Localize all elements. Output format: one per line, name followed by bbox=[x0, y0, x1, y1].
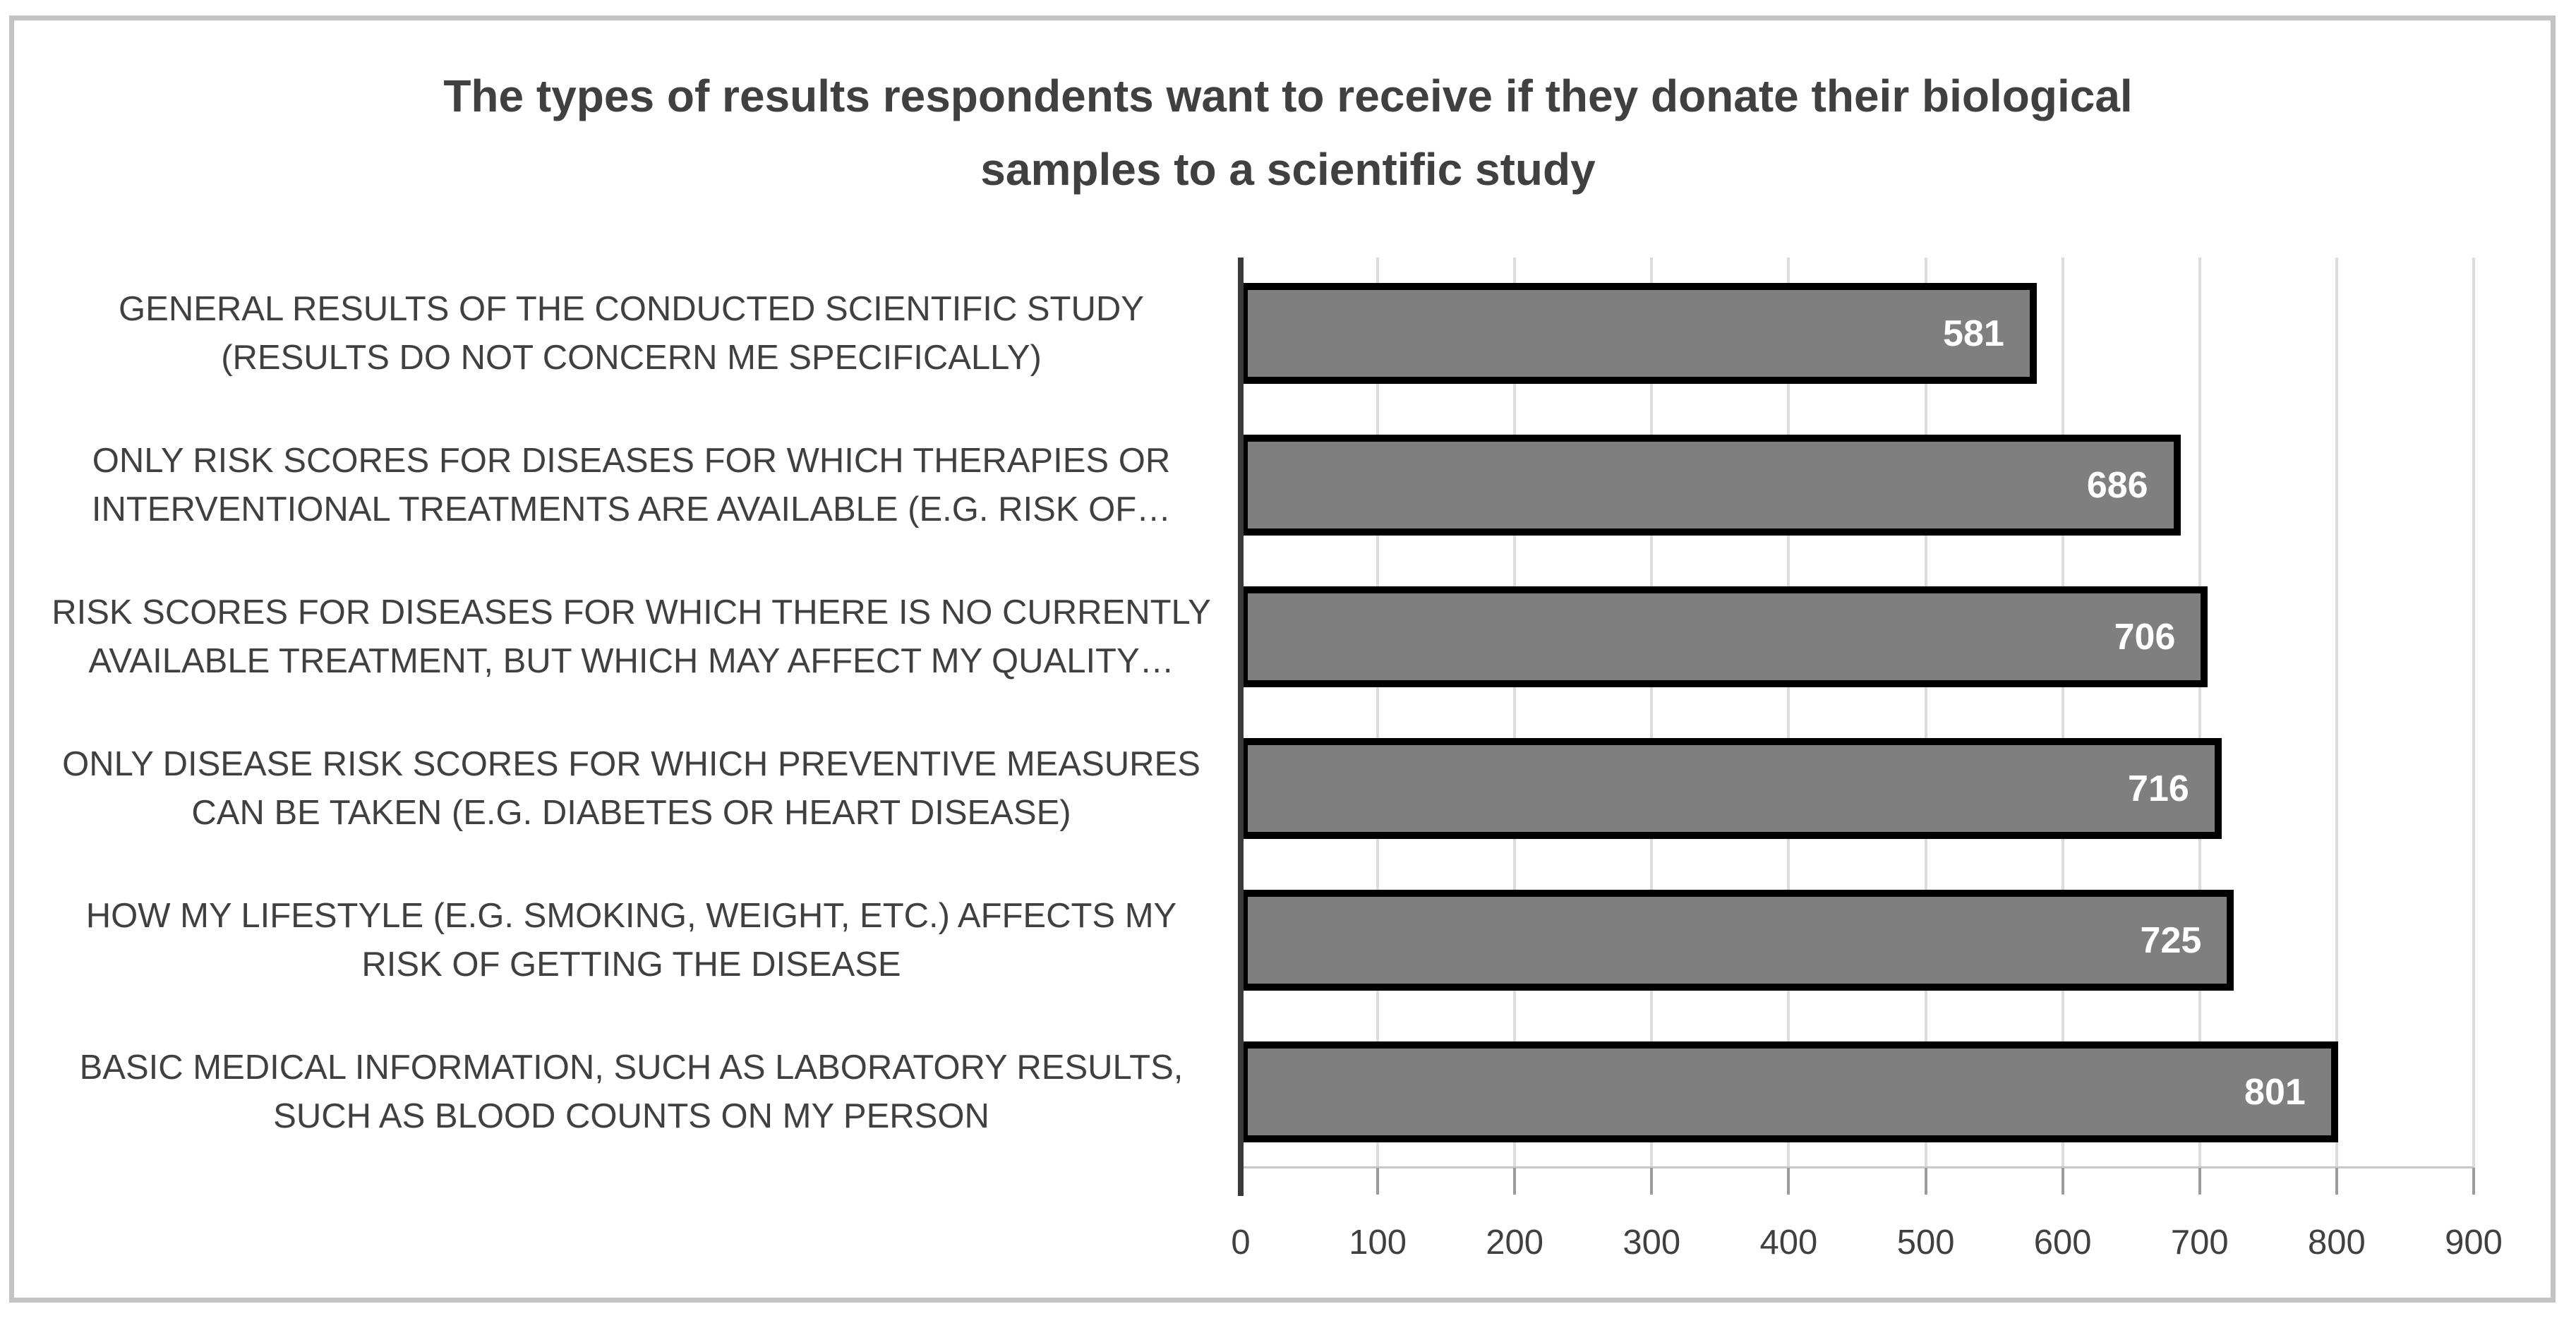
bar-value-label-6: 801 bbox=[2244, 1071, 2306, 1113]
x-axis-tick-300 bbox=[1650, 1168, 1654, 1195]
x-axis-line bbox=[1241, 1166, 2474, 1168]
category-label-5-line2: RISK OF GETTING THE DISEASE bbox=[361, 945, 901, 984]
x-axis-tick-label-0: 0 bbox=[1231, 1224, 1251, 1262]
bar-general-results: 581 bbox=[1241, 283, 2037, 384]
x-axis-tick-label-500: 500 bbox=[1896, 1224, 1955, 1262]
gridline-900 bbox=[2472, 258, 2475, 1168]
gridline-500 bbox=[1924, 258, 1927, 1168]
x-axis-tick-label-800: 800 bbox=[2308, 1224, 2366, 1262]
category-label-3-line2: AVAILABLE TREATMENT, BUT WHICH MAY AFFEC… bbox=[88, 641, 1174, 680]
bar-preventive-measures: 716 bbox=[1241, 738, 2222, 839]
bar-basic-medical-information: 801 bbox=[1241, 1041, 2338, 1142]
bar-value-label-3: 706 bbox=[2114, 616, 2176, 658]
x-axis-tick-label-200: 200 bbox=[1486, 1224, 1544, 1262]
x-axis-tick-400 bbox=[1787, 1168, 1790, 1195]
gridline-400 bbox=[1787, 258, 1790, 1168]
category-label-2-line1: ONLY RISK SCORES FOR DISEASES FOR WHICH … bbox=[92, 441, 1171, 480]
category-label-6-line2: SUCH AS BLOOD COUNTS ON MY PERSON bbox=[273, 1097, 989, 1135]
category-label-1-line2: (RESULTS DO NOT CONCERN ME SPECIFICALLY) bbox=[221, 338, 1042, 377]
bar-value-label-4: 716 bbox=[2128, 768, 2189, 809]
gridline-300 bbox=[1650, 258, 1654, 1168]
gridline-600 bbox=[2061, 258, 2064, 1168]
category-label-3: RISK SCORES FOR DISEASES FOR WHICH THERE… bbox=[37, 561, 1226, 713]
chart-title-line1: The types of results respondents want to… bbox=[443, 71, 2133, 121]
x-axis-tick-label-400: 400 bbox=[1759, 1224, 1818, 1262]
category-label-3-line1: RISK SCORES FOR DISEASES FOR WHICH THERE… bbox=[52, 593, 1211, 632]
x-axis-tick-label-900: 900 bbox=[2445, 1224, 2503, 1262]
x-axis-tick-800 bbox=[2335, 1168, 2338, 1195]
x-axis-tick-label-100: 100 bbox=[1349, 1224, 1407, 1262]
category-label-2: ONLY RISK SCORES FOR DISEASES FOR WHICH … bbox=[37, 409, 1226, 561]
bar-value-label-1: 581 bbox=[1943, 313, 2004, 354]
gridline-800 bbox=[2335, 258, 2338, 1168]
chart-title: The types of results respondents want to… bbox=[0, 59, 2576, 206]
category-label-5-line1: HOW MY LIFESTYLE (E.G. SMOKING, WEIGHT, … bbox=[85, 896, 1177, 935]
x-axis-tick-200 bbox=[1513, 1168, 1517, 1195]
category-label-6-line1: BASIC MEDICAL INFORMATION, SUCH AS LABOR… bbox=[79, 1048, 1184, 1087]
x-axis-tick-label-300: 300 bbox=[1623, 1224, 1681, 1262]
bar-value-label-5: 725 bbox=[2140, 919, 2202, 961]
category-label-4-line1: ONLY DISEASE RISK SCORES FOR WHICH PREVE… bbox=[62, 744, 1200, 783]
category-axis-line bbox=[1238, 258, 1244, 1196]
gridline-200 bbox=[1513, 258, 1517, 1168]
category-label-1: GENERAL RESULTS OF THE CONDUCTED SCIENTI… bbox=[37, 258, 1226, 409]
x-axis-tick-900 bbox=[2472, 1168, 2475, 1195]
gridline-700 bbox=[2198, 258, 2201, 1168]
x-axis-tick-500 bbox=[1924, 1168, 1927, 1195]
bar-value-label-2: 686 bbox=[2086, 464, 2148, 506]
bar-lifestyle: 725 bbox=[1241, 890, 2234, 991]
x-axis-tick-100 bbox=[1376, 1168, 1380, 1195]
bar-risk-scores-no-treatment: 706 bbox=[1241, 586, 2208, 687]
x-axis-tick-label-700: 700 bbox=[2170, 1224, 2229, 1262]
plot-area: 0 100 200 300 400 500 600 700 800 900 581 686 706… bbox=[1231, 258, 2503, 1262]
gridline-100 bbox=[1376, 258, 1380, 1168]
category-label-4-line2: CAN BE TAKEN (E.G. DIABETES OR HEART DIS… bbox=[191, 793, 1071, 832]
category-label-1-line1: GENERAL RESULTS OF THE CONDUCTED SCIENTI… bbox=[119, 289, 1144, 328]
bar-only-risk-scores-therapies: 686 bbox=[1241, 435, 2181, 536]
x-axis-tick-label-600: 600 bbox=[2033, 1224, 2092, 1262]
category-label-2-line2: INTERVENTIONAL TREATMENTS ARE AVAILABLE … bbox=[91, 490, 1172, 528]
x-axis-tick-600 bbox=[2061, 1168, 2064, 1195]
category-axis-labels: GENERAL RESULTS OF THE CONDUCTED SCIENTI… bbox=[37, 258, 1226, 1168]
category-label-5: HOW MY LIFESTYLE (E.G. SMOKING, WEIGHT, … bbox=[37, 864, 1226, 1016]
chart-title-line2: samples to a scientific study bbox=[980, 144, 1596, 195]
category-label-4: ONLY DISEASE RISK SCORES FOR WHICH PREVE… bbox=[37, 713, 1226, 864]
category-label-6: BASIC MEDICAL INFORMATION, SUCH AS LABOR… bbox=[37, 1016, 1226, 1168]
x-axis-tick-700 bbox=[2198, 1168, 2201, 1195]
